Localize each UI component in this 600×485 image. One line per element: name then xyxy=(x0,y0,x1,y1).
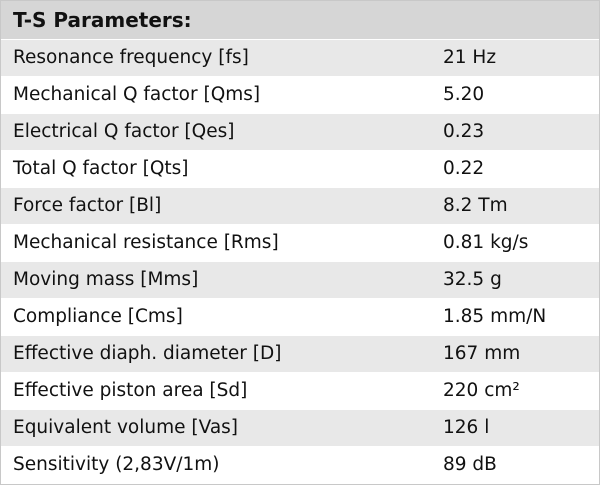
parameter-name: Sensitivity (2,83V/1m) xyxy=(13,454,220,475)
table-row: Resonance frequency [fs] 21 Hz xyxy=(1,40,599,77)
parameter-value: 89 dB xyxy=(443,454,497,475)
parameter-value: 1.85 mm/N xyxy=(443,306,547,327)
parameter-value: 21 Hz xyxy=(443,47,497,68)
table-row: Mechanical Q factor [Qms] 5.20 xyxy=(1,77,599,114)
parameter-value: 167 mm xyxy=(443,343,521,364)
parameter-name: Mechanical resistance [Rms] xyxy=(13,232,279,253)
parameter-value: 126 l xyxy=(443,417,490,438)
parameter-name: Total Q factor [Qts] xyxy=(13,158,189,179)
parameter-name: Equivalent volume [Vas] xyxy=(13,417,239,438)
table-body: Resonance frequency [fs] 21 Hz Mechanical … xyxy=(1,40,599,484)
table-row: Mechanical resistance [Rms] 0.81 kg/s xyxy=(1,225,599,262)
table-row: Equivalent volume [Vas] 126 l xyxy=(1,410,599,447)
parameter-name: Effective diaph. diameter [D] xyxy=(13,343,282,364)
parameter-name: Force factor [Bl] xyxy=(13,195,162,216)
parameter-value: 220 cm² xyxy=(443,380,520,401)
parameter-name: Effective piston area [Sd] xyxy=(13,380,248,401)
table-row: Force factor [Bl] 8.2 Tm xyxy=(1,188,599,225)
parameter-value: 0.22 xyxy=(443,158,485,179)
parameter-value: 8.2 Tm xyxy=(443,195,508,216)
parameter-value: 32.5 g xyxy=(443,269,502,290)
table-row: Electrical Q factor [Qes] 0.23 xyxy=(1,114,599,151)
parameter-value: 0.23 xyxy=(443,121,485,142)
table-row: Effective piston area [Sd] 220 cm² xyxy=(1,373,599,410)
parameter-name: Moving mass [Mms] xyxy=(13,269,199,290)
parameter-name: Electrical Q factor [Qes] xyxy=(13,121,235,142)
parameter-name: Mechanical Q factor [Qms] xyxy=(13,84,261,105)
parameter-value: 5.20 xyxy=(443,84,485,105)
table-row: Sensitivity (2,83V/1m) 89 dB xyxy=(1,447,599,484)
parameter-name: Compliance [Cms] xyxy=(13,306,183,327)
parameter-name: Resonance frequency [fs] xyxy=(13,47,249,68)
table-row: Moving mass [Mms] 32.5 g xyxy=(1,262,599,299)
table-row: Total Q factor [Qts] 0.22 xyxy=(1,151,599,188)
table-row: Compliance [Cms] 1.85 mm/N xyxy=(1,299,599,336)
parameter-value: 0.81 kg/s xyxy=(443,232,529,253)
table-row: Effective diaph. diameter [D] 167 mm xyxy=(1,336,599,373)
table-title: T-S Parameters: xyxy=(1,1,599,40)
